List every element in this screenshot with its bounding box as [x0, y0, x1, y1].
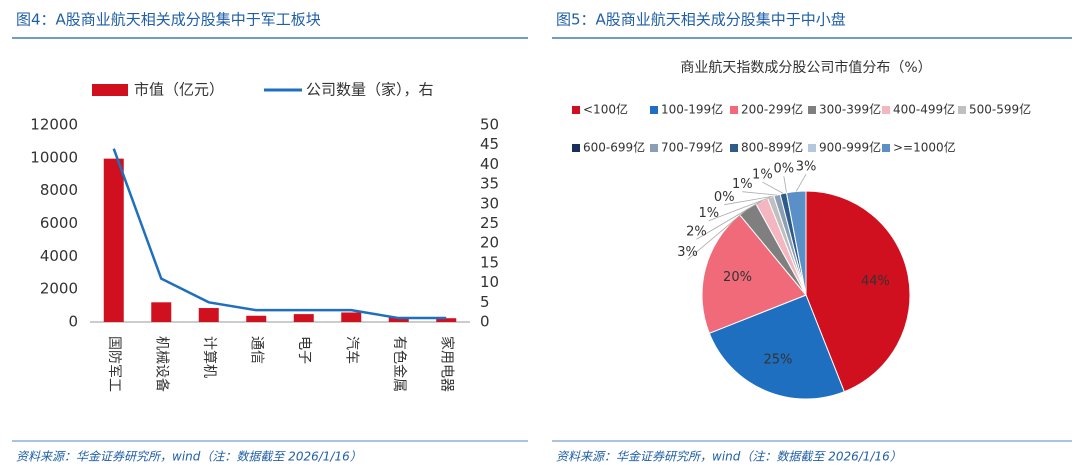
legend-label: 700-799亿 [661, 140, 723, 155]
figure-title: 图4：A股商业航天相关成分股集中于军工板块 [16, 11, 321, 29]
legend-swatch [92, 84, 128, 96]
y2-tick-label: 0 [480, 313, 490, 331]
bar [198, 308, 219, 322]
source-note: 资料来源：华金证券研究所，wind（注：数据截至 2026/1/16） [16, 450, 362, 464]
data-label: 1% [698, 206, 719, 221]
y2-tick-label: 30 [480, 194, 499, 212]
bar [341, 312, 362, 322]
legend-label: 500-599亿 [969, 102, 1031, 117]
bar [436, 318, 457, 322]
legend-label: 300-399亿 [819, 102, 881, 117]
leader-line [742, 191, 778, 196]
legend-label: 800-899亿 [741, 140, 803, 155]
data-label: 3% [677, 245, 698, 260]
leader-line [687, 208, 748, 260]
x-tick-label: 机械设备 [153, 336, 170, 392]
y2-tick-label: 45 [480, 135, 499, 153]
legend-label: 市值（亿元） [134, 81, 224, 99]
source-note: 资料来源：华金证券研究所，wind（注：数据截至 2026/1/16） [556, 450, 902, 464]
data-label: 0% [714, 190, 735, 205]
bar [293, 314, 314, 322]
legend-swatch [808, 106, 816, 114]
y2-tick-label: 15 [480, 253, 499, 271]
data-label: 25% [763, 352, 792, 367]
legend-swatch [882, 106, 890, 114]
data-label: 20% [723, 270, 752, 285]
x-tick-label: 电子 [296, 336, 312, 364]
leader-line [724, 195, 774, 206]
pie-slice [708, 294, 845, 400]
legend-swatch [650, 106, 658, 114]
data-label: 0% [774, 162, 795, 177]
y-tick-label: 8000 [40, 181, 78, 199]
chart-subtitle: 商业航天指数成分股公司市值分布（%） [680, 59, 931, 76]
legend-swatch [572, 106, 580, 114]
figure-title: 图5：A股商业航天相关成分股集中于中小盘 [556, 11, 846, 29]
leader-line [783, 176, 787, 193]
data-label: 2% [686, 225, 707, 240]
legend-swatch [882, 144, 890, 152]
y2-tick-label: 40 [480, 155, 499, 173]
legend-swatch [730, 106, 738, 114]
legend-label: 400-499亿 [893, 102, 955, 117]
legend-swatch [808, 144, 816, 152]
leader-line [762, 181, 784, 194]
legend-label: 900-999亿 [819, 140, 881, 155]
legend-label: <100亿 [583, 102, 628, 117]
y2-tick-label: 20 [480, 234, 499, 252]
y-tick-label: 6000 [40, 214, 78, 232]
legend-label: 公司数量（家），右 [306, 81, 434, 99]
y-tick-label: 2000 [40, 280, 78, 298]
legend-label: 600-699亿 [583, 140, 645, 155]
bar [103, 158, 124, 322]
x-tick-label: 家用电器 [438, 336, 455, 392]
leader-line [696, 200, 762, 240]
y-tick-label: 0 [68, 313, 78, 331]
y2-tick-label: 10 [480, 273, 499, 291]
legend-label: >=1000亿 [893, 140, 956, 155]
data-label: 1% [752, 168, 773, 183]
legend-swatch [572, 144, 580, 152]
legend-label: 100-199亿 [661, 102, 723, 117]
legend-swatch [650, 144, 658, 152]
x-tick-label: 计算机 [201, 336, 217, 378]
y2-tick-label: 25 [480, 214, 499, 232]
line [112, 148, 447, 320]
bar [246, 315, 267, 322]
y-tick-label: 4000 [40, 247, 78, 265]
legend-swatch [730, 144, 738, 152]
pie-slice [805, 190, 911, 393]
data-label: 1% [732, 177, 753, 192]
data-label: 44% [861, 274, 890, 289]
y-tick-label: 10000 [30, 148, 78, 166]
bar [388, 317, 409, 322]
x-tick-label: 国防军工 [106, 336, 122, 392]
y2-tick-label: 35 [480, 175, 499, 193]
data-label: 3% [796, 160, 817, 175]
leader-line [795, 174, 807, 192]
leader-line [708, 196, 771, 222]
legend-swatch [958, 106, 966, 114]
legend-label: 200-299亿 [741, 102, 803, 117]
y2-tick-label: 50 [480, 116, 499, 134]
y2-tick-label: 5 [480, 293, 490, 311]
x-tick-label: 通信 [248, 336, 264, 364]
y-tick-label: 12000 [30, 116, 78, 134]
x-tick-label: 汽车 [343, 336, 360, 364]
bar [151, 302, 172, 322]
x-tick-label: 有色金属 [391, 336, 408, 392]
